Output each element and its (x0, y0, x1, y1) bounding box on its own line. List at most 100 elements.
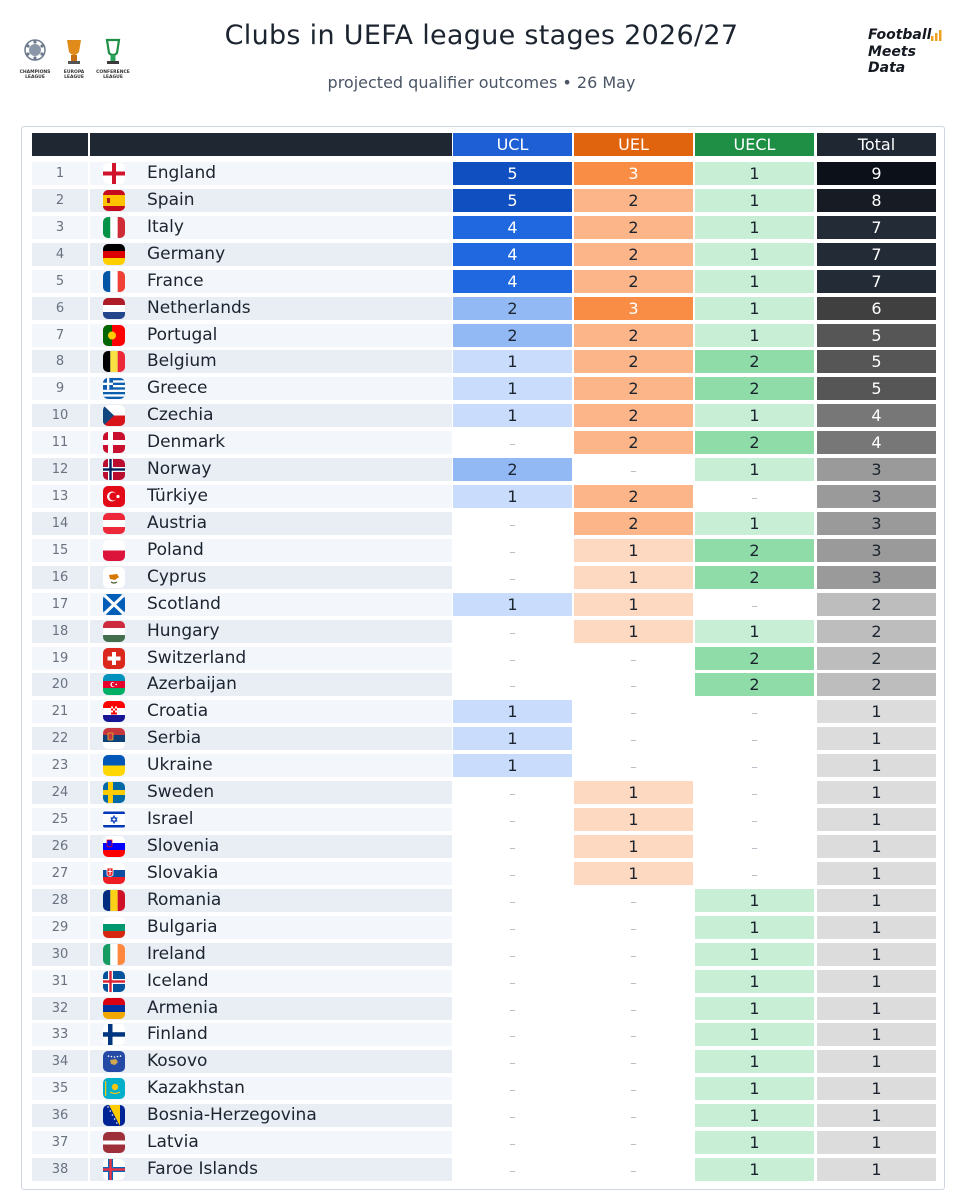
uel-cell: 2 (574, 215, 693, 239)
country-name: Denmark (147, 432, 226, 453)
ucl-cell: – (509, 652, 516, 668)
table-row: 38 Faroe Islands – – 1 1 (32, 1158, 937, 1182)
uecl-cell: 1 (695, 619, 814, 643)
ucl-cell: 1 (453, 727, 572, 751)
rank-cell: 5 (32, 269, 88, 293)
champions-league-logo-text: CHAMPIONS LEAGUE (19, 70, 51, 80)
country-cell: Iceland (90, 969, 452, 993)
uecl-cell: 1 (695, 296, 814, 320)
rank-cell: 22 (32, 727, 88, 751)
ucl-cell: 1 (453, 485, 572, 509)
uecl-cell: – (751, 787, 758, 803)
uecl-cell: 1 (695, 996, 814, 1020)
uecl-cell: 1 (695, 915, 814, 939)
austria-flag-icon (103, 512, 125, 534)
uecl-cell: 1 (695, 888, 814, 912)
uel-cell: – (630, 1056, 637, 1072)
ucl-cell: 4 (453, 242, 572, 266)
france-flag-icon (103, 270, 125, 292)
total-cell: 1 (817, 835, 936, 858)
bosnia-herzegovina-flag-icon (103, 1105, 125, 1127)
rank-cell: 10 (32, 404, 88, 428)
rank-cell: 17 (32, 592, 88, 616)
conference-league-logo-icon: CONFERENCE LEAGUE (96, 36, 130, 80)
country-name: Serbia (147, 728, 202, 749)
rank-cell: 26 (32, 835, 88, 858)
country-name: Switzerland (147, 647, 247, 668)
total-cell: 1 (817, 754, 936, 778)
uel-cell: 2 (574, 242, 693, 266)
ucl-cell: – (509, 1110, 516, 1126)
country-name: Ukraine (147, 755, 213, 776)
ucl-cell: 4 (453, 215, 572, 239)
country-name: Latvia (147, 1132, 199, 1153)
country-cell: Czechia (90, 404, 452, 428)
uel-cell: 2 (574, 511, 693, 535)
total-cell: 5 (817, 377, 936, 401)
uel-cell: – (630, 1137, 637, 1153)
total-cell: 2 (817, 646, 936, 670)
uel-cell: 3 (574, 296, 693, 320)
country-cell: Israel (90, 808, 452, 832)
country-name: Armenia (147, 997, 219, 1018)
uecl-cell: 2 (695, 646, 814, 670)
rank-cell: 34 (32, 1050, 88, 1074)
table-row: 22 Serbia 1 – – 1 (32, 727, 937, 751)
champions-league-logo-icon: CHAMPIONS LEAGUE (18, 36, 52, 80)
header-rank-cell (32, 133, 88, 156)
total-cell: 1 (817, 996, 936, 1020)
total-cell: 1 (817, 1158, 936, 1182)
serbia-flag-icon (103, 728, 125, 750)
europa-league-logo-icon: EUROPA LEAGUE (57, 36, 91, 80)
uecl-cell: – (751, 491, 758, 507)
cyprus-flag-icon (103, 566, 125, 588)
ucl-cell: – (509, 1083, 516, 1099)
country-name: Germany (147, 243, 226, 264)
slovenia-flag-icon (103, 836, 125, 857)
portugal-flag-icon (103, 324, 125, 346)
rank-cell: 11 (32, 431, 88, 455)
table-row: 10 Czechia 1 2 1 4 (32, 404, 937, 428)
uecl-cell: 1 (695, 1158, 814, 1182)
table-row: 14 Austria – 2 1 3 (32, 511, 937, 535)
ucl-cell: – (509, 625, 516, 641)
country-name: Azerbaijan (147, 674, 237, 695)
uecl-cell: 1 (695, 969, 814, 993)
slovakia-flag-icon (103, 862, 125, 884)
uecl-cell: 2 (695, 377, 814, 401)
total-cell: 7 (817, 242, 936, 266)
rank-cell: 14 (32, 511, 88, 535)
table-row: 8 Belgium 1 2 2 5 (32, 350, 937, 374)
rank-cell: 35 (32, 1077, 88, 1101)
country-name: Finland (147, 1024, 208, 1045)
ucl-cell: 4 (453, 269, 572, 293)
rank-cell: 4 (32, 242, 88, 266)
country-cell: Switzerland (90, 646, 452, 670)
ucl-cell: – (509, 517, 516, 533)
country-cell: Serbia (90, 727, 452, 751)
total-cell: 2 (817, 592, 936, 616)
ucl-cell: 2 (453, 458, 572, 482)
ucl-cell: – (509, 894, 516, 910)
total-cell: 1 (817, 1077, 936, 1101)
table-row: 33 Finland – – 1 1 (32, 1023, 937, 1047)
table-row: 1 England 5 3 1 9 (32, 162, 937, 185)
rank-cell: 1 (32, 162, 88, 185)
ucl-cell: 1 (453, 377, 572, 401)
uel-cell: 2 (574, 188, 693, 212)
table-row: 16 Cyprus – 1 2 3 (32, 565, 937, 589)
total-cell: 1 (817, 861, 936, 885)
uecl-cell: 2 (695, 673, 814, 697)
uecl-cell: – (751, 867, 758, 883)
total-cell: 3 (817, 538, 936, 562)
header-ucl: UCL (453, 133, 572, 156)
country-name: Israel (147, 809, 194, 830)
table-row: 19 Switzerland – – 2 2 (32, 646, 937, 670)
rank-cell: 19 (32, 646, 88, 670)
total-cell: 6 (817, 296, 936, 320)
ucl-cell: 5 (453, 162, 572, 185)
rank-cell: 23 (32, 754, 88, 778)
scotland-flag-icon (103, 593, 125, 615)
azerbaijan-flag-icon (103, 674, 125, 696)
country-name: Kazakhstan (147, 1078, 245, 1099)
